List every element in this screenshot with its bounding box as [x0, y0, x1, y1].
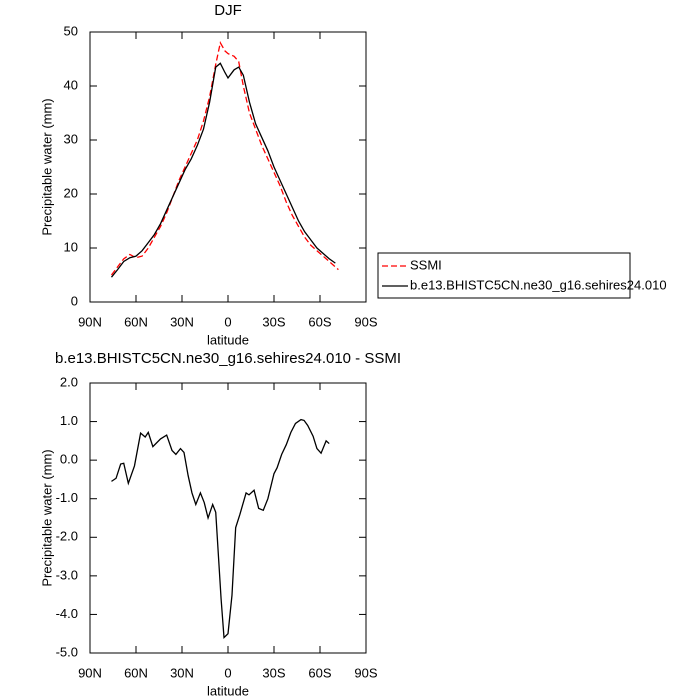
y-tick-label: 2.0	[60, 374, 78, 389]
y-tick-label: -1.0	[56, 490, 78, 505]
x-tick-label: 30S	[262, 314, 285, 329]
y-tick-label: 0.0	[60, 452, 78, 467]
y-tick-label: 0	[71, 293, 78, 308]
y-tick-label: -5.0	[56, 644, 78, 659]
x-axis-label: latitude	[207, 332, 249, 347]
x-tick-label: 90S	[354, 665, 377, 680]
y-axis-label: Precipitable water (mm)	[39, 98, 54, 235]
data-line	[110, 40, 339, 276]
x-tick-label: 30S	[262, 665, 285, 680]
y-axis-label: Precipitable water (mm)	[39, 449, 54, 586]
x-tick-label: 60S	[308, 665, 331, 680]
y-tick-label: -4.0	[56, 606, 78, 621]
x-tick-label: 30N	[170, 314, 194, 329]
plot-frame	[89, 31, 367, 303]
y-tick-label: 10	[64, 239, 78, 254]
x-tick-label: 90N	[78, 665, 102, 680]
x-tick-label: 60N	[124, 314, 148, 329]
x-axis-label: latitude	[207, 683, 249, 698]
y-tick-label: 1.0	[60, 413, 78, 428]
y-tick-label: 40	[64, 77, 78, 92]
y-tick-label: -3.0	[56, 567, 78, 582]
legend-label: SSMI	[410, 257, 442, 272]
y-tick-label: -2.0	[56, 529, 78, 544]
chart-title: DJF	[214, 2, 242, 19]
x-tick-label: 0	[224, 665, 231, 680]
data-line	[111, 418, 330, 640]
x-tick-label: 60S	[308, 314, 331, 329]
chart-title: b.e13.BHISTC5CN.ne30_g16.sehires24.010 -…	[55, 350, 401, 367]
y-tick-label: 20	[64, 185, 78, 200]
legend-box	[377, 252, 631, 299]
plot-frame	[89, 382, 367, 654]
x-tick-label: 30N	[170, 665, 194, 680]
legend-label: b.e13.BHISTC5CN.ne30_g16.sehires24.010	[410, 277, 667, 292]
x-tick-label: 60N	[124, 665, 148, 680]
x-tick-label: 0	[224, 314, 231, 329]
data-line	[110, 62, 336, 278]
y-tick-label: 30	[64, 131, 78, 146]
y-tick-label: 50	[64, 23, 78, 38]
x-tick-label: 90N	[78, 314, 102, 329]
x-tick-label: 90S	[354, 314, 377, 329]
